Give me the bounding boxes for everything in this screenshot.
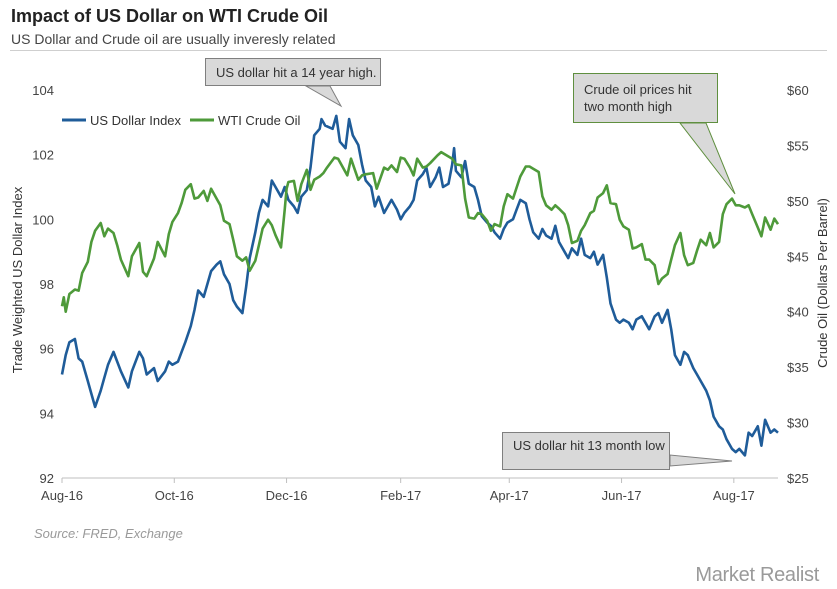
y-axis-label-left: Trade Weighted US Dollar Index <box>10 186 25 373</box>
annotation-crude-two-month-high: Crude oil prices hit two month high <box>573 73 718 123</box>
x-tick-label: Apr-17 <box>490 488 529 503</box>
x-tick-label: Feb-17 <box>380 488 421 503</box>
source-note: Source: FRED, Exchange <box>34 526 183 541</box>
y-tick-left: 96 <box>40 342 54 357</box>
y-tick-right: $25 <box>787 471 809 486</box>
annotation-high-text: US dollar hit a 14 year high. <box>216 65 377 80</box>
y-tick-left: 94 <box>40 406 54 421</box>
y-tick-left: 104 <box>32 83 54 98</box>
x-tick-label: Aug-16 <box>41 488 83 503</box>
legend-usd-label: US Dollar Index <box>90 113 182 128</box>
chart-title: Impact of US Dollar on WTI Crude Oil <box>11 6 329 26</box>
y-tick-right: $40 <box>787 305 809 320</box>
annotation-us-dollar-high: US dollar hit a 14 year high. <box>205 58 381 86</box>
series-line-us-dollar-index <box>60 114 779 457</box>
x-tick-label: Dec-16 <box>266 488 308 503</box>
y-tick-right: $55 <box>787 138 809 153</box>
series-layer <box>60 114 780 457</box>
annotation-crude-line1: Crude oil prices hit <box>584 82 692 97</box>
x-tick-label: Oct-16 <box>155 488 194 503</box>
legend: US Dollar Index WTI Crude Oil <box>62 113 300 128</box>
y-axis-label-right: Crude Oil (Dollars Per Barrel) <box>815 198 830 368</box>
annotation-low-text: US dollar hit 13 month low <box>513 438 665 453</box>
chart-plot: 92 94 96 98 100 102 104 $25 $30 $35 $40 $45 $50 $55 $6… <box>10 83 830 503</box>
x-tick-label: Jun-17 <box>602 488 642 503</box>
y-tick-right: $45 <box>787 249 809 264</box>
callout-pointer-high <box>304 85 343 108</box>
y-tick-left: 98 <box>40 277 54 292</box>
y-tick-left: 100 <box>32 212 54 227</box>
brand-logo: Market Realist <box>695 564 819 586</box>
callout-pointers <box>304 85 736 467</box>
annotation-crude-line2: two month high <box>584 99 673 114</box>
legend-wti-label: WTI Crude Oil <box>218 113 300 128</box>
axes-layer: 92 94 96 98 100 102 104 $25 $30 $35 $40 $45 $50 $55 $6… <box>32 83 808 503</box>
y-tick-right: $30 <box>787 416 809 431</box>
series-line-wti-crude-oil <box>60 150 780 314</box>
callout-pointer-crude <box>678 122 736 195</box>
y-tick-right: $50 <box>787 194 809 209</box>
x-tick-label: Aug-17 <box>713 488 755 503</box>
y-tick-left: 92 <box>40 471 54 486</box>
y-tick-right: $35 <box>787 360 809 375</box>
annotation-us-dollar-low: US dollar hit 13 month low <box>502 432 670 470</box>
y-tick-left: 102 <box>32 148 54 163</box>
y-tick-right: $60 <box>787 83 809 98</box>
chart-subtitle: US Dollar and Crude oil are usually inve… <box>11 31 336 47</box>
title-divider <box>10 50 827 51</box>
callout-pointer-low <box>669 454 733 467</box>
